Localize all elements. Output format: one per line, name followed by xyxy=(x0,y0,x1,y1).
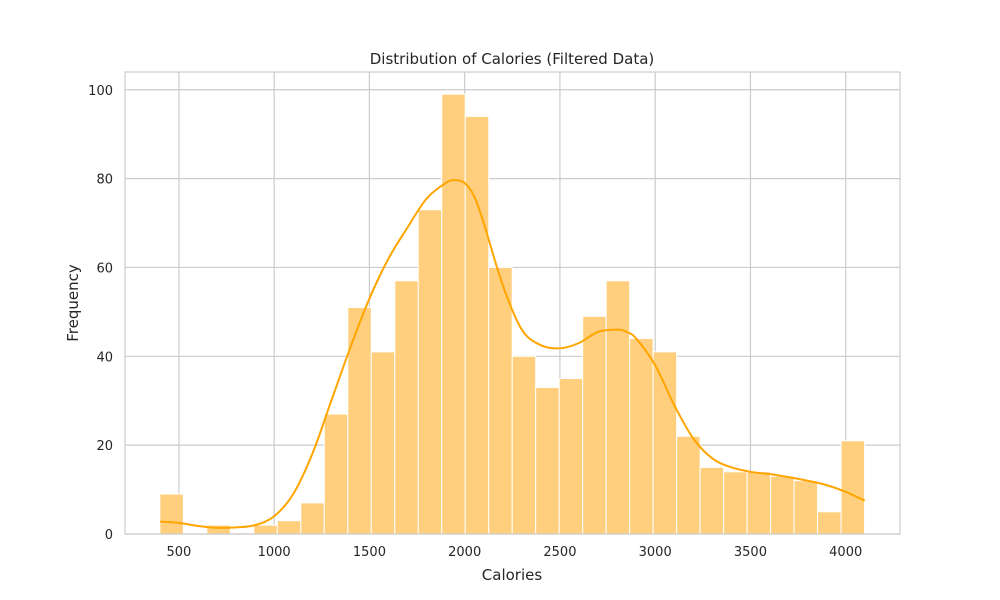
histogram-bar xyxy=(840,440,866,535)
x-axis-title: Calories xyxy=(482,566,543,584)
histogram-bar xyxy=(300,502,325,535)
y-tick-label: 40 xyxy=(96,350,113,365)
histogram-bar xyxy=(723,471,748,535)
y-tick-labels: 0 20 40 60 80 100 xyxy=(88,84,113,543)
y-tick-label: 0 xyxy=(105,528,113,543)
histogram-bar xyxy=(699,466,725,535)
histogram-bar xyxy=(605,280,631,535)
histogram-bar xyxy=(276,520,302,535)
x-tick-labels: 500 1000 1500 2000 2500 3000 3500 4000 xyxy=(167,545,863,560)
histogram-bar xyxy=(535,386,560,535)
histogram-bar xyxy=(746,471,772,535)
x-tick-label: 1000 xyxy=(258,545,291,560)
x-tick-label: 4000 xyxy=(829,545,862,560)
y-tick-label: 60 xyxy=(96,261,113,276)
histogram-bar xyxy=(323,413,349,535)
histogram-bar xyxy=(253,524,278,535)
histogram-bars xyxy=(159,93,866,535)
histogram-bar xyxy=(558,378,584,535)
y-tick-label: 80 xyxy=(96,173,113,188)
grid-lines xyxy=(125,72,900,535)
histogram-bar xyxy=(652,351,678,535)
x-tick-label: 3500 xyxy=(734,545,767,560)
histogram-bar xyxy=(582,315,607,535)
y-tick-label: 100 xyxy=(88,84,113,99)
x-tick-label: 1500 xyxy=(353,545,386,560)
histogram-bar xyxy=(488,266,513,535)
histogram-bar xyxy=(511,355,537,535)
histogram-bar xyxy=(370,351,396,535)
x-tick-label: 2500 xyxy=(543,545,576,560)
histogram-bar xyxy=(770,475,795,535)
y-tick-label: 20 xyxy=(96,439,113,454)
x-tick-label: 500 xyxy=(167,545,192,560)
histogram-bar xyxy=(347,306,372,535)
histogram-bar xyxy=(417,209,443,535)
x-tick-label: 3000 xyxy=(639,545,672,560)
kde-curve xyxy=(159,178,866,529)
histogram-bar xyxy=(676,435,701,535)
plot-frame xyxy=(124,71,901,535)
y-axis-title: Frequency xyxy=(64,264,82,342)
histogram-bar xyxy=(441,93,466,535)
kde-curve-group xyxy=(159,178,866,529)
histogram-bar xyxy=(464,115,490,535)
histogram-bar xyxy=(817,511,842,535)
histogram-bar xyxy=(793,480,819,535)
histogram-bar xyxy=(629,338,654,535)
histogram-bar xyxy=(159,493,184,535)
chart-title: Distribution of Calories (Filtered Data) xyxy=(370,50,655,68)
x-tick-label: 2000 xyxy=(448,545,481,560)
histogram-bar xyxy=(394,280,419,535)
